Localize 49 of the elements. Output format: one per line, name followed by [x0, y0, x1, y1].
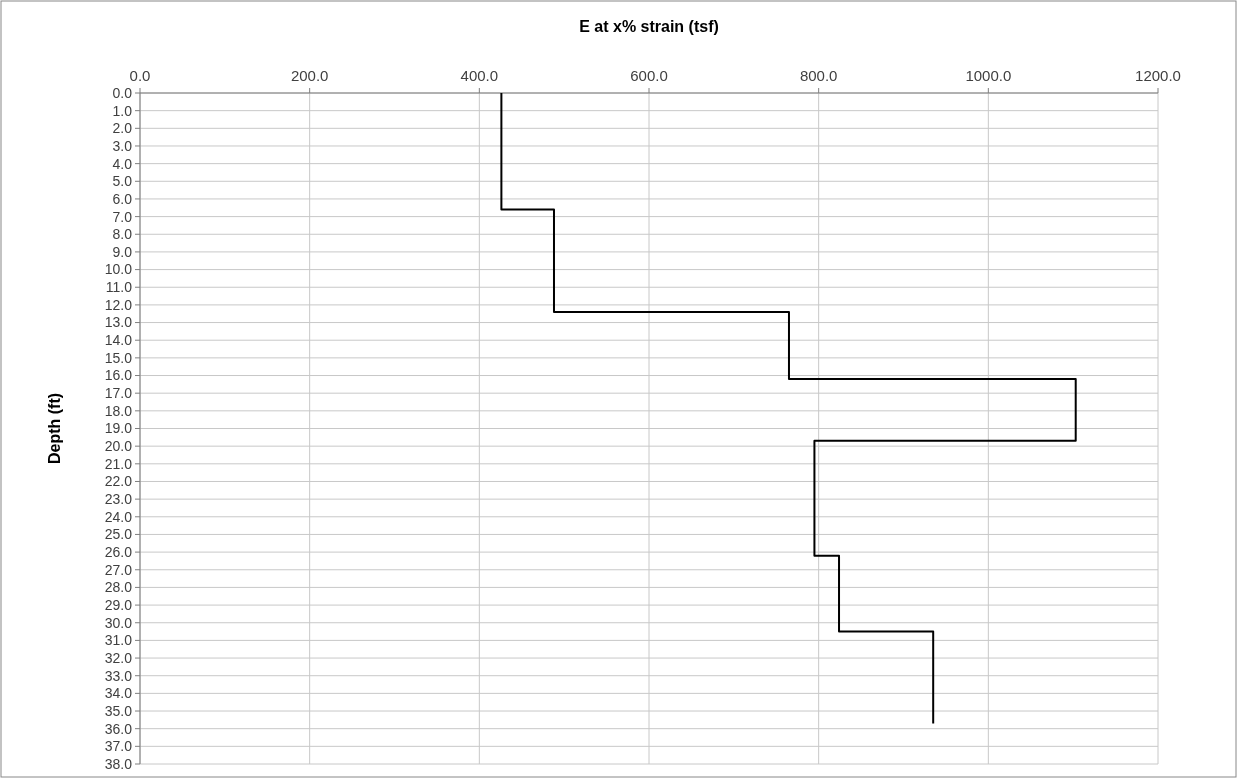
y-tick-label: 0.0 — [112, 84, 133, 101]
y-tick-label: 4.0 — [112, 155, 133, 172]
y-tick-label: 29.0 — [104, 596, 133, 613]
y-tick-label: 1.0 — [112, 102, 133, 119]
x-tick-label: 1200.0 — [1135, 67, 1181, 84]
y-tick-label: 7.0 — [112, 208, 133, 225]
x-tick-label: 800.0 — [799, 67, 838, 84]
y-tick-label: 30.0 — [104, 614, 133, 631]
y-tick-label: 34.0 — [104, 685, 133, 702]
y-tick-label: 26.0 — [104, 544, 133, 561]
y-tick-label: 6.0 — [112, 190, 133, 207]
y-tick-label: 2.0 — [112, 120, 133, 137]
line-series — [500, 92, 1077, 725]
y-tick-label: 24.0 — [104, 508, 133, 525]
y-tick-label: 21.0 — [104, 455, 133, 472]
x-tick-label: 200.0 — [290, 67, 329, 84]
x-tick-label: 600.0 — [630, 67, 668, 84]
y-tick-label: 8.0 — [112, 226, 133, 243]
y-tick-label: 25.0 — [104, 526, 133, 543]
y-tick-label: 37.0 — [104, 738, 133, 755]
y-tick-label: 33.0 — [104, 667, 133, 684]
y-tick-label: 15.0 — [104, 349, 133, 366]
y-tick-label: 36.0 — [104, 720, 133, 737]
y-tick-label: 38.0 — [104, 755, 133, 772]
y-tick-label: 27.0 — [104, 561, 133, 578]
y-tick-label: 35.0 — [104, 702, 133, 719]
y-tick-label: 28.0 — [104, 579, 133, 596]
y-tick-label: 17.0 — [104, 385, 133, 402]
x-tick-label: 400.0 — [460, 67, 499, 84]
y-tick-label: 18.0 — [104, 402, 133, 419]
y-tick-label: 12.0 — [104, 296, 133, 313]
y-tick-label: 23.0 — [104, 491, 133, 508]
y-tick-label: 22.0 — [104, 473, 133, 490]
y-tick-label: 3.0 — [112, 137, 133, 154]
y-tick-label: 14.0 — [104, 332, 133, 349]
y-tick-label: 16.0 — [104, 367, 133, 384]
x-axis-title: E at x% strain (tsf) — [579, 18, 719, 35]
y-tick-label: 32.0 — [104, 649, 133, 666]
x-tick-label: 1000.0 — [965, 67, 1012, 84]
y-tick-label: 20.0 — [104, 438, 133, 455]
y-tick-label: 9.0 — [112, 243, 133, 260]
x-tick-label: 0.0 — [129, 67, 151, 84]
y-tick-label: 31.0 — [104, 632, 133, 649]
y-tick-label: 11.0 — [105, 279, 133, 296]
y-tick-label: 5.0 — [112, 173, 133, 190]
y-tick-label: 13.0 — [104, 314, 133, 331]
y-tick-label: 19.0 — [104, 420, 133, 437]
y-tick-label: 10.0 — [104, 261, 133, 278]
y-axis-title: Depth (ft) — [46, 392, 63, 465]
